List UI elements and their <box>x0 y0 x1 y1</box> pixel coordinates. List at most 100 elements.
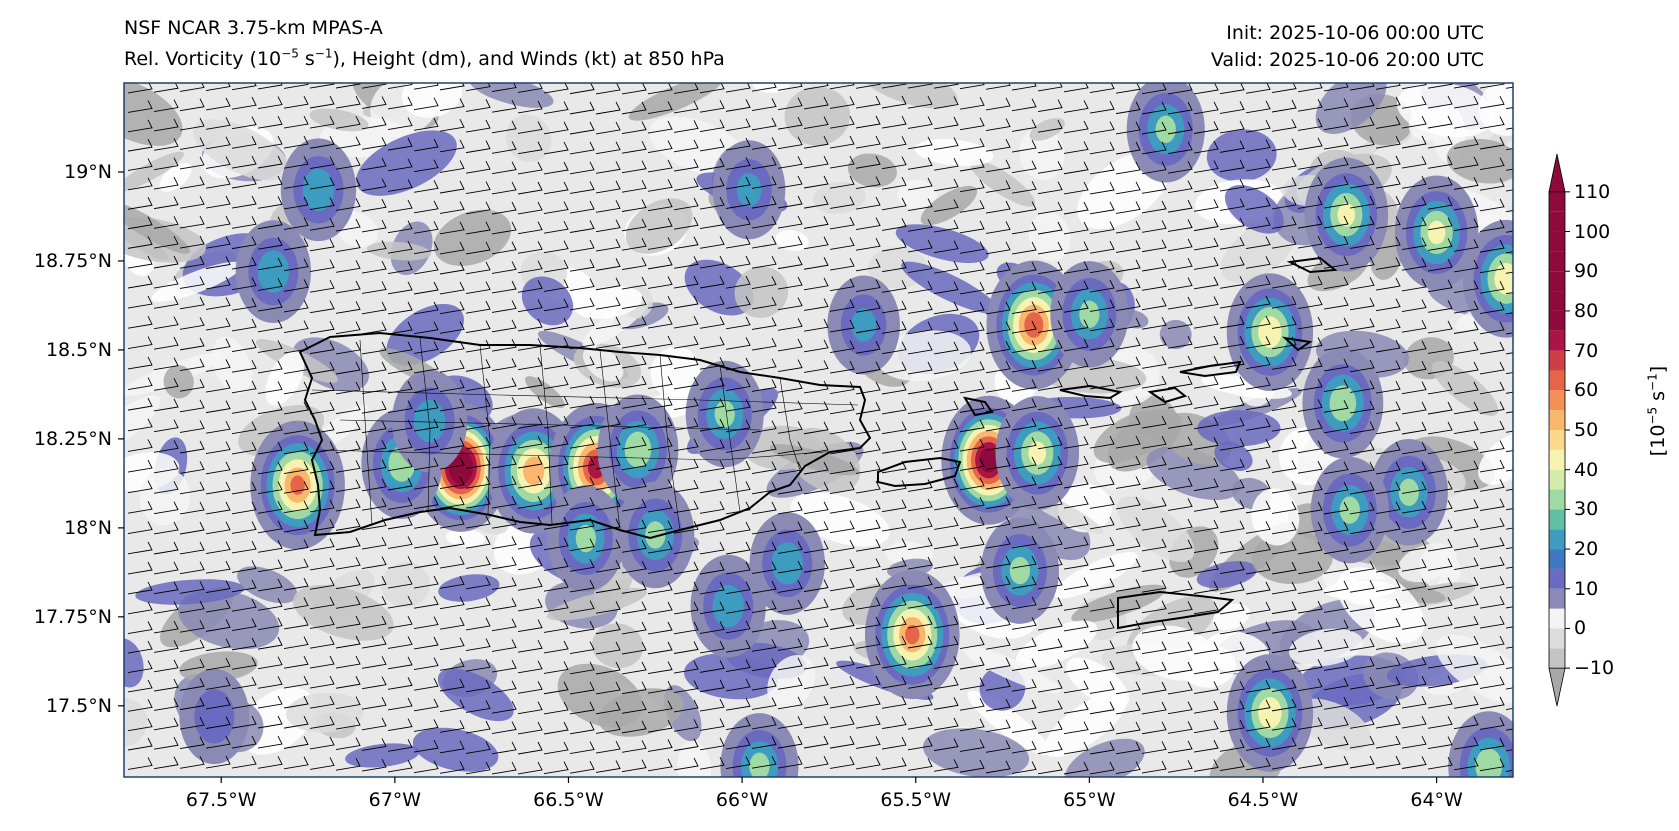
wind-barb <box>777 441 803 455</box>
wind-barb <box>829 520 855 534</box>
wind-barb <box>439 637 465 651</box>
wind-barb <box>1245 641 1271 654</box>
wind-barb <box>231 735 257 749</box>
wind-barb <box>881 736 907 750</box>
wind-barb <box>673 158 699 172</box>
wind-barb <box>1219 458 1245 472</box>
wind-barb <box>1089 557 1115 571</box>
wind-barb <box>1037 300 1063 314</box>
wind-barb <box>959 595 985 609</box>
wind-barb <box>257 520 283 534</box>
wind-barb <box>1401 539 1427 553</box>
wind-barb <box>257 559 283 573</box>
wind-barb <box>1219 178 1245 192</box>
wind-barb <box>569 278 595 292</box>
wind-barb <box>1011 535 1037 549</box>
wind-barb <box>1193 739 1219 753</box>
wind-barb <box>1401 756 1427 769</box>
wind-barb <box>595 721 621 734</box>
wind-barb <box>673 438 699 452</box>
wind-barb <box>491 100 517 113</box>
wind-barb <box>829 735 855 749</box>
wind-barb <box>1193 101 1219 115</box>
wind-barb <box>985 321 1011 335</box>
wind-barb <box>335 136 361 150</box>
wind-barb <box>647 120 673 134</box>
wind-barb <box>1349 175 1375 189</box>
wind-barb <box>1193 315 1219 329</box>
wind-barb <box>1141 721 1167 735</box>
wind-barb <box>855 421 881 435</box>
wind-barb <box>361 137 387 150</box>
wind-barb <box>803 637 829 651</box>
wind-barb <box>647 719 673 733</box>
wind-barb <box>491 455 517 469</box>
wind-barb <box>829 360 855 374</box>
vorticity-contour <box>302 168 335 211</box>
wind-barb <box>1401 155 1427 169</box>
wind-barb <box>1479 595 1505 609</box>
wind-barb <box>595 760 621 773</box>
wind-barb <box>1323 83 1349 92</box>
wind-barb <box>231 696 257 709</box>
vorticity-maximum <box>1394 175 1479 290</box>
wind-barb <box>413 760 439 774</box>
wind-barb <box>1011 281 1037 295</box>
wind-barb <box>803 540 829 554</box>
wind-barb <box>1219 120 1245 134</box>
wind-barb <box>1323 296 1349 310</box>
unit-exp2: −1 <box>1645 373 1660 391</box>
wind-barb <box>959 158 985 172</box>
wind-barb <box>1323 136 1349 150</box>
wind-barb <box>569 141 595 155</box>
wind-barb <box>1037 417 1063 430</box>
wind-barb <box>465 761 491 775</box>
wind-barb <box>1453 197 1479 211</box>
vorticity-maximum <box>1304 157 1389 272</box>
wind-barb <box>1427 655 1453 669</box>
wind-barb <box>1427 401 1453 415</box>
vorticity-contour <box>194 689 235 744</box>
wind-barb <box>1037 261 1063 275</box>
wind-barb <box>205 696 231 710</box>
wind-barb <box>465 320 491 334</box>
wind-barb <box>1011 761 1037 774</box>
wind-barb <box>1011 359 1037 373</box>
wind-barb <box>1427 616 1453 630</box>
wind-barb <box>1037 161 1063 174</box>
wind-barb <box>959 281 985 295</box>
wind-barb <box>257 540 283 553</box>
wind-barb <box>361 497 387 511</box>
wind-barb <box>1219 159 1245 173</box>
wind-barb <box>829 96 855 109</box>
wind-barb <box>309 635 335 649</box>
wind-barb <box>985 83 1011 90</box>
wind-barb <box>621 457 647 471</box>
wind-barb <box>465 679 491 693</box>
wind-barb <box>1219 396 1245 410</box>
wind-barb <box>309 557 335 571</box>
wind-barb <box>699 295 725 309</box>
wind-barb <box>439 221 465 235</box>
wind-barb <box>543 558 569 571</box>
wind-barb <box>283 115 309 129</box>
wind-barb <box>1193 140 1219 154</box>
wind-barb <box>543 298 569 312</box>
wind-barb <box>1323 561 1349 574</box>
wind-barb <box>153 357 179 371</box>
wind-barb <box>1167 121 1193 135</box>
wind-barb <box>699 418 725 432</box>
wind-barb <box>1245 216 1271 230</box>
wind-barb <box>283 237 309 251</box>
wind-barb <box>1011 221 1037 235</box>
wind-barb <box>179 581 205 594</box>
wind-barb <box>803 339 829 353</box>
wind-barb <box>517 221 543 235</box>
wind-barb <box>465 638 491 651</box>
wind-barb <box>1479 381 1505 395</box>
vorticity-patch <box>877 330 971 381</box>
wind-barb <box>1115 201 1141 214</box>
wind-barb <box>959 759 985 773</box>
wind-barb <box>803 421 829 435</box>
wind-barb <box>595 416 621 429</box>
